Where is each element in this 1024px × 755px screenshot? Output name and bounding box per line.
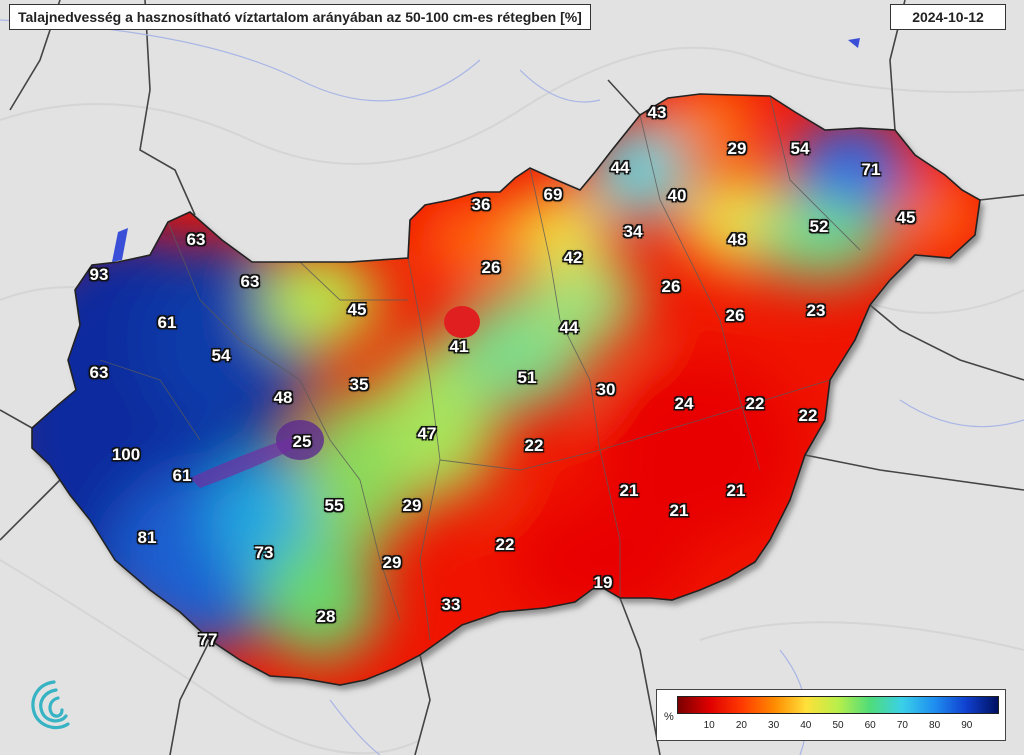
station-value-label: 29 <box>727 139 747 158</box>
station-value-label: 44 <box>559 318 579 337</box>
station-value-label: 22 <box>524 436 544 455</box>
legend-colorbar <box>677 696 999 714</box>
station-value-label: 51 <box>517 368 537 387</box>
logo-icon <box>31 680 70 730</box>
station-value-label: 25 <box>292 432 312 451</box>
station-value-label: 44 <box>610 158 630 177</box>
station-value-label: 33 <box>441 595 461 614</box>
station-value-label: 93 <box>89 265 109 284</box>
station-value-label: 48 <box>273 388 293 407</box>
station-value-label: 26 <box>661 277 681 296</box>
legend-tick-label: 50 <box>832 720 844 731</box>
station-value-label: 55 <box>324 496 344 515</box>
legend-tick-label: 70 <box>896 720 908 731</box>
station-value-label: 47 <box>417 424 437 443</box>
legend-tick-label: 90 <box>961 720 973 731</box>
station-value-label: 48 <box>727 230 747 249</box>
station-value-label: 71 <box>861 160 881 179</box>
color-legend: % 10 20 30 40 50 60 70 80 90 <box>656 689 1006 741</box>
station-value-label: 81 <box>137 528 157 547</box>
station-value-label: 100 <box>111 445 141 464</box>
station-value-label: 23 <box>806 301 826 320</box>
station-value-label: 45 <box>896 208 916 227</box>
station-value-label: 61 <box>157 313 177 332</box>
station-value-label: 45 <box>347 300 367 319</box>
legend-unit: % <box>664 711 674 723</box>
station-value-label: 61 <box>172 466 192 485</box>
station-value-label: 52 <box>809 217 829 236</box>
station-value-label: 19 <box>593 573 613 592</box>
station-value-label: 21 <box>619 481 639 500</box>
station-value-label: 36 <box>471 195 491 214</box>
legend-tick-label: 80 <box>929 720 941 731</box>
station-value-label: 26 <box>725 306 745 325</box>
station-value-label: 54 <box>211 346 231 365</box>
station-value-label: 24 <box>674 394 694 413</box>
station-value-label: 63 <box>89 363 109 382</box>
station-value-label: 30 <box>596 380 616 399</box>
station-value-label: 21 <box>669 501 689 520</box>
station-value-label: 28 <box>316 607 336 626</box>
legend-tick-label: 10 <box>703 720 715 731</box>
station-value-label: 54 <box>790 139 810 158</box>
station-value-label: 63 <box>186 230 206 249</box>
station-value-label: 77 <box>198 630 218 649</box>
station-value-label: 29 <box>382 553 402 572</box>
legend-tick-label: 20 <box>735 720 747 731</box>
legend-tick-label: 30 <box>768 720 780 731</box>
station-value-label: 35 <box>349 375 369 394</box>
station-value-label: 26 <box>481 258 501 277</box>
station-value-label: 73 <box>254 543 274 562</box>
map-title: Talajnedvesség a hasznosítható víztartal… <box>9 4 591 30</box>
station-value-label: 40 <box>667 186 687 205</box>
legend-tick-label: 40 <box>800 720 812 731</box>
station-value-label: 43 <box>647 103 667 122</box>
station-value-label: 21 <box>726 481 746 500</box>
station-value-label: 22 <box>798 406 818 425</box>
station-value-label: 42 <box>563 248 583 267</box>
legend-tick-label: 60 <box>864 720 876 731</box>
station-value-label: 29 <box>402 496 422 515</box>
station-value-label: 22 <box>745 394 765 413</box>
map-date: 2024-10-12 <box>890 4 1006 30</box>
station-value-label: 63 <box>240 272 260 291</box>
station-value-label: 69 <box>543 185 563 204</box>
station-value-label: 41 <box>449 337 469 356</box>
station-value-label: 34 <box>623 222 643 241</box>
station-value-label: 22 <box>495 535 515 554</box>
